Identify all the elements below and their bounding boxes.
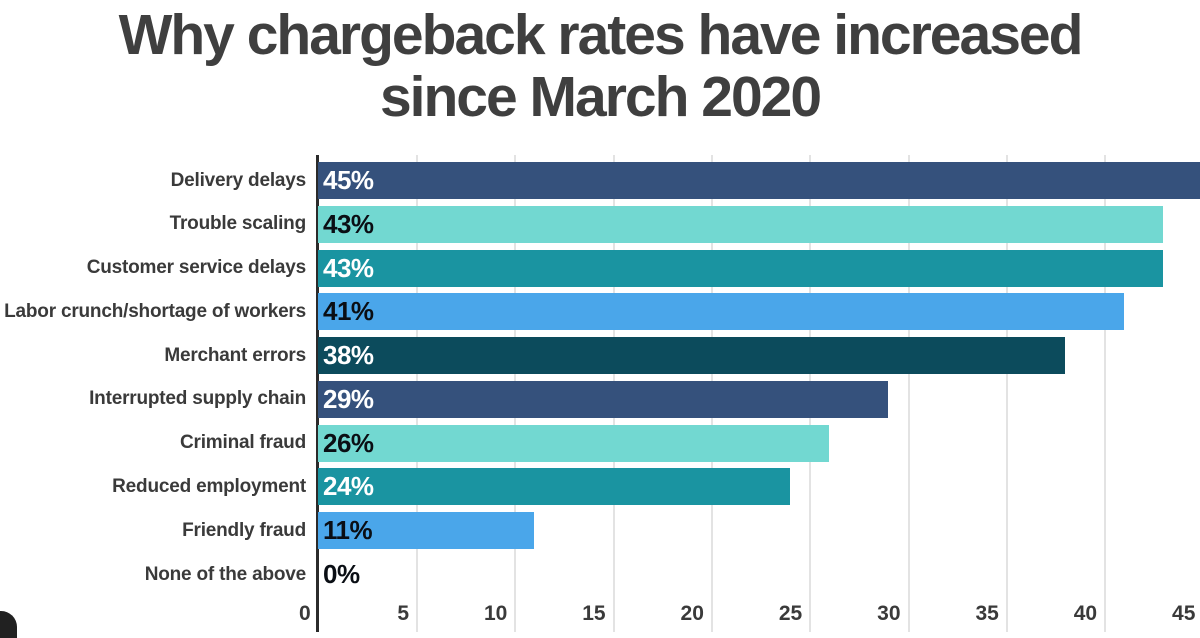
category-label: Labor crunch/shortage of workers [4,300,306,322]
bar-row: Reduced employment 24% [0,468,1200,506]
bar [318,162,1200,199]
bar-value-label: 43% [323,252,374,283]
x-tick-label: 35 [975,602,999,625]
bar-value-label: 29% [323,383,374,414]
bar-row: Delivery delays 45% [0,162,1200,199]
bar [318,249,1164,287]
chart-title-line1: Why chargeback rates have increased [118,3,1084,67]
category-label: Reduced employment [112,475,306,497]
bar-value-label: 26% [323,427,374,458]
bar [318,380,889,418]
category-label: Interrupted supply chain [89,388,306,410]
bar-value-label: 45% [323,165,374,195]
bar-value-label: 38% [323,340,374,371]
x-tick-label: 30 [877,602,901,625]
bar-row: Trouble scaling 43% [0,205,1200,243]
gridline [908,155,910,632]
category-label: Customer service delays [86,257,307,279]
bar-row: None of the above 0% [0,556,1200,593]
gridline [1104,155,1106,632]
bar [318,205,1164,243]
bar-value-label: 0% [323,559,360,590]
x-tick-label: 10 [483,602,508,625]
bar-value-label: 11% [323,515,373,546]
chart-title-line2: since March 2020 [379,65,822,129]
x-tick-label: 40 [1073,602,1098,625]
chart-title: Why chargeback rates have increased sinc… [0,4,1200,128]
category-label: Delivery delays [170,169,307,191]
x-tick-label: 20 [680,602,704,625]
bar-row: Criminal fraud 26% [0,424,1200,462]
x-tick-label: 15 [582,602,606,625]
plot-area: Delivery delays 45% Trouble scaling 43% Cust… [0,155,1200,632]
category-label: Merchant errors [164,344,306,366]
bar [318,468,790,506]
gridline [1006,155,1008,632]
bar [318,293,1125,331]
bar [318,337,1066,375]
bar-value-label: 24% [323,471,374,502]
bar-row: Merchant errors 38% [0,337,1200,375]
bar [318,512,535,550]
x-tick-label: 45 [1172,602,1196,625]
x-tick-label: 0 [299,602,311,625]
x-tick-label: 5 [397,602,409,625]
y-axis-line [316,155,319,632]
bar-row: Friendly fraud 11% [0,512,1200,550]
category-label: Criminal fraud [180,432,306,454]
x-tick-label: 25 [778,602,803,625]
bar [318,424,830,462]
category-label: None of the above [144,563,306,585]
corner-overlay [0,611,17,638]
category-label: Friendly fraud [182,519,306,541]
bar-row: Labor crunch/shortage of workers 41% [0,293,1200,331]
bar-row: Interrupted supply chain 29% [0,380,1200,418]
category-label: Trouble scaling [169,213,307,235]
bar-value-label: 41% [323,296,374,327]
bar-row: Customer service delays 43% [0,249,1200,287]
bar-value-label: 43% [323,208,374,239]
